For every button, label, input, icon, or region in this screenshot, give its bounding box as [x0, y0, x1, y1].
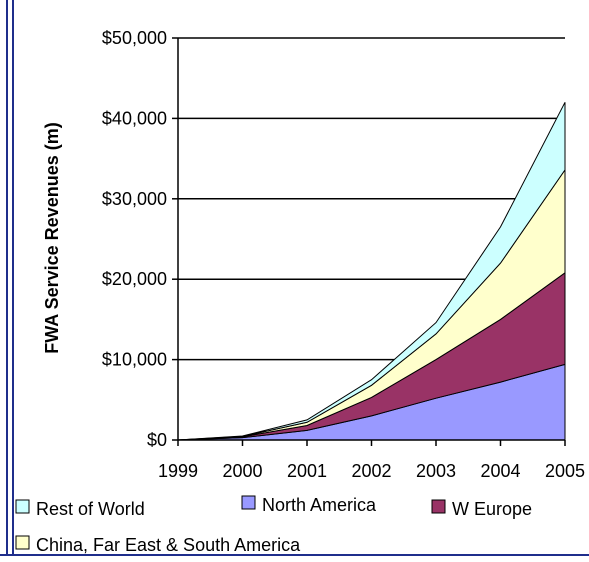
y-tick-label: $20,000	[102, 269, 167, 289]
legend-swatch-rest-of-world	[15, 499, 30, 514]
legend-swatch-china-far-east-south-america	[15, 535, 30, 550]
x-tick-label: 2003	[416, 461, 456, 481]
x-tick-label: 2005	[545, 461, 585, 481]
axis-layer	[172, 37, 566, 446]
x-tick-label: 2002	[351, 461, 391, 481]
area-layer	[177, 102, 566, 441]
y-tick-label: $10,000	[102, 350, 167, 370]
legend-label-china-far-east-south-america: China, Far East & South America	[36, 535, 301, 555]
legend-swatch-north-america	[241, 495, 256, 510]
frame-border-left	[0, 0, 14, 554]
frame-border-bottom	[0, 554, 589, 556]
y-tick-label: $50,000	[102, 28, 167, 48]
x-tick-label: 2001	[287, 461, 327, 481]
x-tick-label: 2004	[480, 461, 520, 481]
x-tick-labels: 1999 2000 2001 2002 2003 2004 2005	[158, 461, 585, 481]
area-rest-of-world	[177, 102, 566, 441]
legend-swatch-w-europe	[431, 499, 446, 514]
y-tick-label: $40,000	[102, 108, 167, 128]
legend-label-north-america: North America	[262, 495, 377, 515]
legend-label-w-europe: W Europe	[452, 499, 532, 519]
legend: Rest of World North America W Europe China,…	[15, 495, 532, 555]
x-tick-label: 2000	[222, 461, 262, 481]
y-tick-labels: $0 $10,000 $20,000 $30,000 $40,000 $50,000	[102, 28, 167, 450]
legend-label-rest-of-world: Rest of World	[36, 499, 145, 519]
x-tick-label: 1999	[158, 461, 198, 481]
y-tick-label: $30,000	[102, 189, 167, 209]
y-tick-label: $0	[147, 430, 167, 450]
y-axis-title: FWA Service Revenues (m)	[42, 122, 62, 353]
